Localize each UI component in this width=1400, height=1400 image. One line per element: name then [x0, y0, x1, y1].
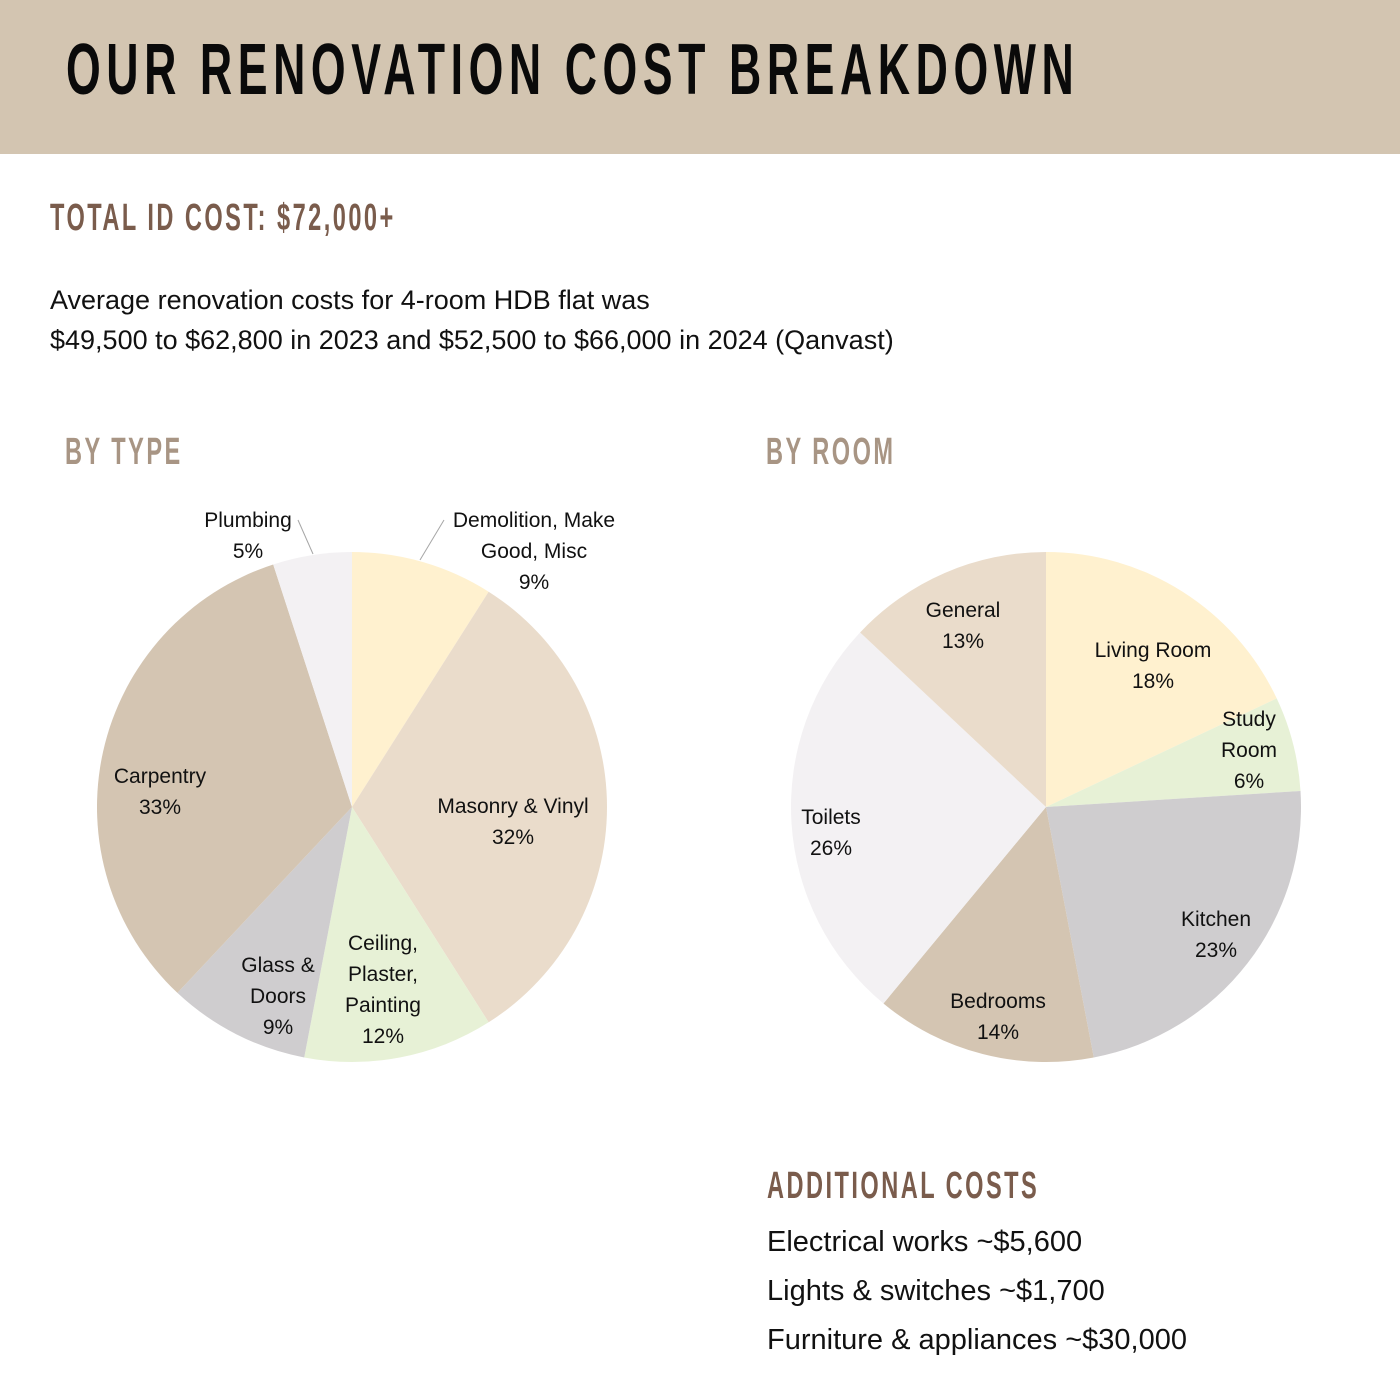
pie-slice: [304, 807, 489, 1062]
additional-costs-list: Electrical works ~$5,600 Lights & switch…: [767, 1218, 1187, 1365]
slice-label: Carpentry 33%: [114, 765, 207, 819]
pie-chart-by-room: Living Room 18%Study Room 6% Kitchen 23% Bedro…: [790, 552, 1302, 1063]
slice-label: Demolition, Make Good, Misc 9%: [453, 509, 615, 594]
slice-label: Toilets 26%: [801, 806, 861, 860]
pie-slice: [1046, 552, 1277, 807]
slice-label: Living Room 18%: [1095, 639, 1212, 693]
by-room-heading: BY ROOM: [766, 431, 896, 473]
additional-cost-item: Furniture & appliances ~$30,000: [767, 1324, 1187, 1356]
pie-slice: [1046, 698, 1301, 807]
pie-slice: [273, 552, 352, 807]
page-title: OUR RENOVATION COST BREAKDOWN: [66, 30, 1080, 110]
slice-label: Ceiling, Plaster, Painting 12%: [345, 932, 421, 1048]
pie-slice: [883, 807, 1094, 1063]
additional-cost-item: Electrical works ~$5,600: [767, 1226, 1083, 1258]
pie-slice: [96, 564, 352, 993]
slice-label: Plumbing 5%: [204, 509, 292, 563]
slice-label: Bedrooms 14%: [950, 990, 1046, 1044]
description: Average renovation costs for 4-room HDB …: [50, 280, 894, 360]
slice-label: General 13%: [926, 599, 1001, 653]
by-type-heading: BY TYPE: [65, 431, 183, 473]
total-cost-heading: TOTAL ID COST: $72,000+: [50, 197, 396, 239]
pie-slice: [352, 552, 489, 807]
description-line-2: $49,500 to $62,800 in 2023 and $52,500 t…: [50, 325, 894, 355]
additional-cost-item: Lights & switches ~$1,700: [767, 1275, 1105, 1307]
pie-slice: [790, 632, 1046, 1004]
pie-chart-by-type: Demolition, Make Good, Misc 9% Masonry & Vi…: [96, 509, 615, 1062]
slice-label: Glass & Doors 9%: [241, 954, 315, 1039]
pie-slice: [352, 591, 608, 1023]
additional-costs-heading: ADDITIONAL COSTS: [767, 1165, 1040, 1207]
header-banner: OUR RENOVATION COST BREAKDOWN: [0, 0, 1400, 154]
slice-label: Kitchen 23%: [1181, 908, 1251, 962]
pie-slice: [860, 552, 1046, 807]
leader-line: [297, 519, 314, 555]
slice-label: Study Room 6%: [1221, 708, 1277, 793]
description-line-1: Average renovation costs for 4-room HDB …: [50, 285, 650, 315]
slice-label: Masonry & Vinyl 32%: [437, 795, 588, 849]
pie-slice: [177, 807, 352, 1058]
leader-line: [419, 519, 445, 561]
pie-slice: [1046, 790, 1302, 1058]
